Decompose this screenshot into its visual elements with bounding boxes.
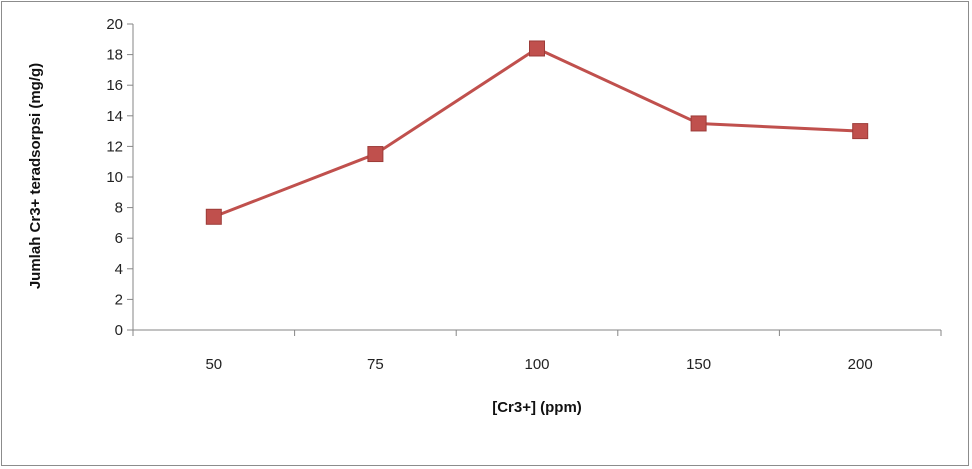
y-tick-label: 6 [115, 230, 123, 247]
y-tick-label: 8 [115, 200, 123, 217]
y-axis: 0 2 4 6 8 10 12 14 16 18 20 [106, 16, 134, 339]
x-axis-title: [Cr3+] (ppm) [492, 399, 582, 416]
y-tick-label: 20 [106, 16, 123, 33]
series-line [213, 46, 861, 219]
x-tick-label: 100 [524, 356, 549, 373]
x-tick-label: 50 [205, 356, 222, 373]
series-group [205, 40, 869, 225]
y-tick-label: 14 [106, 108, 123, 125]
y-axis-title: Jumlah Cr3+ teradsorpsi (mg/g) [27, 63, 44, 289]
y-tick-label: 16 [106, 77, 123, 94]
y-tick-label: 10 [106, 169, 123, 186]
x-tick-label: 150 [686, 356, 711, 373]
data-point-marker [367, 146, 384, 163]
x-tick-label: 200 [848, 356, 873, 373]
y-tick-label: 18 [106, 47, 123, 64]
y-tick-label: 0 [115, 322, 123, 339]
x-axis: 50 75 100 150 200 [132, 329, 942, 373]
y-tick-label: 2 [115, 291, 123, 308]
data-point-marker [690, 115, 707, 132]
data-point-marker [529, 40, 545, 57]
y-tick-label: 4 [115, 261, 123, 278]
data-point-marker [852, 123, 869, 140]
y-tick-label: 12 [106, 138, 123, 155]
data-point-marker [205, 208, 222, 225]
x-tick-label: 75 [367, 356, 384, 373]
